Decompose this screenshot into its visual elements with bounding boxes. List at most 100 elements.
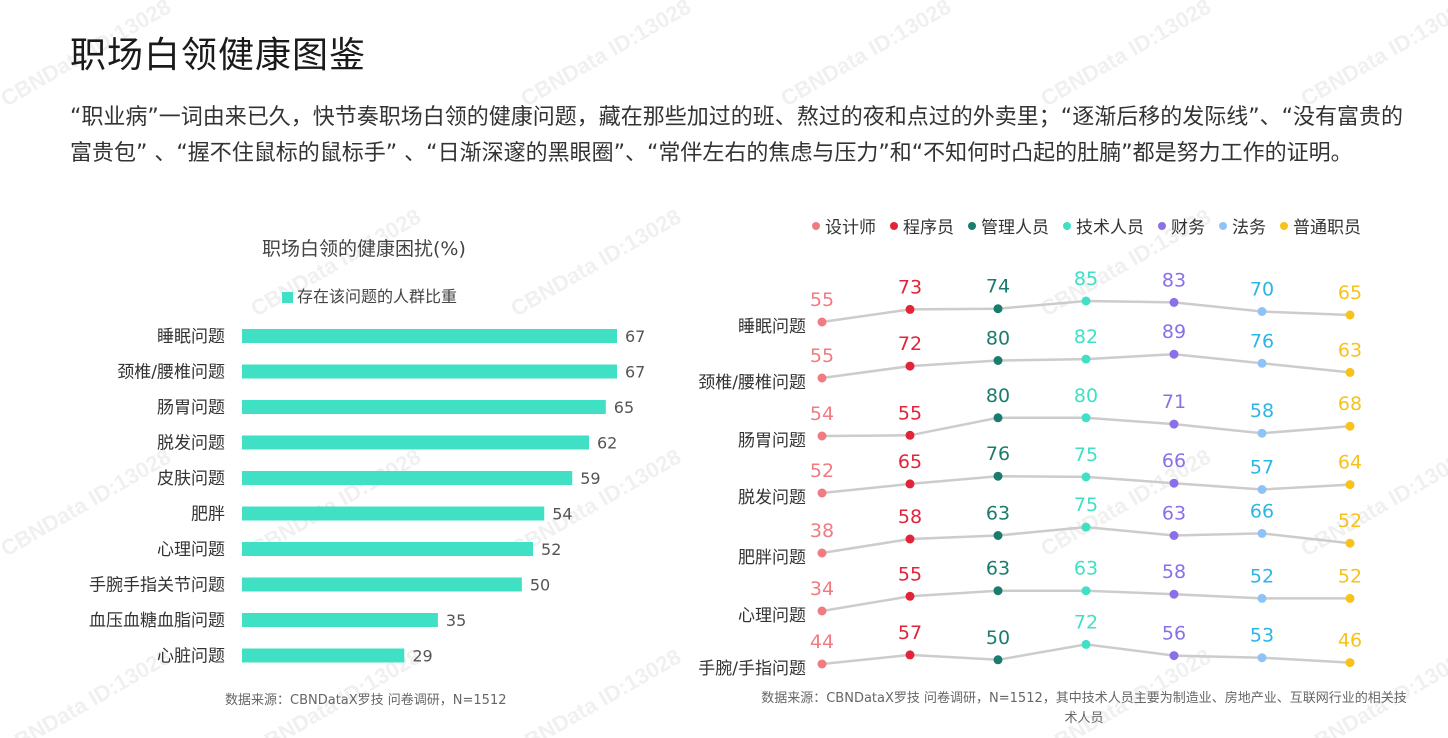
point-value-label: 65 bbox=[1338, 282, 1362, 304]
bar bbox=[242, 400, 606, 414]
data-point bbox=[1345, 310, 1355, 320]
data-point bbox=[1257, 358, 1267, 368]
point-value-label: 63 bbox=[986, 558, 1010, 580]
data-point bbox=[1169, 349, 1179, 359]
data-point bbox=[993, 304, 1003, 314]
page-title: 职场白领健康图鉴 bbox=[70, 35, 367, 76]
bar-chart-title: 职场白领的健康困扰(%) bbox=[262, 238, 466, 260]
point-value-label: 44 bbox=[810, 631, 834, 653]
data-point bbox=[905, 650, 915, 660]
legend-dot bbox=[1063, 221, 1071, 230]
row-category-label: 手腕/手指问题 bbox=[698, 659, 806, 679]
point-value-label: 63 bbox=[986, 503, 1010, 525]
bar-value-label: 29 bbox=[412, 647, 432, 666]
legend-label: 管理人员 bbox=[981, 218, 1049, 238]
legend-label: 普通职员 bbox=[1293, 218, 1361, 238]
data-point bbox=[1081, 354, 1091, 364]
data-point bbox=[1081, 296, 1091, 306]
legend-swatch bbox=[282, 292, 293, 303]
bar-category-label: 心脏问题 bbox=[157, 647, 225, 667]
point-value-label: 76 bbox=[1250, 330, 1274, 352]
bar bbox=[242, 364, 617, 379]
legend-dot bbox=[1219, 221, 1227, 230]
row-category-label: 脱发问题 bbox=[738, 488, 806, 508]
point-value-label: 71 bbox=[1162, 391, 1186, 413]
point-value-label: 38 bbox=[810, 520, 834, 542]
point-value-label: 80 bbox=[986, 328, 1010, 350]
data-point bbox=[1169, 419, 1179, 429]
bar bbox=[242, 435, 590, 450]
point-value-label: 75 bbox=[1074, 444, 1098, 466]
row-category-label: 心理问题 bbox=[738, 606, 806, 626]
data-point bbox=[817, 317, 827, 327]
bar-value-label: 59 bbox=[580, 469, 600, 488]
bar bbox=[242, 506, 545, 521]
point-value-label: 74 bbox=[986, 276, 1010, 298]
legend-item: 管理人员 bbox=[968, 213, 1049, 238]
data-point bbox=[817, 488, 827, 498]
data-point bbox=[817, 548, 827, 558]
bar-category-label: 皮肤问题 bbox=[157, 469, 225, 489]
point-value-label: 63 bbox=[1074, 558, 1098, 580]
bar-legend-label: 存在该问题的人群比重 bbox=[297, 287, 458, 306]
data-point bbox=[817, 606, 827, 616]
point-value-label: 70 bbox=[1250, 279, 1274, 301]
legend-item: 普通职员 bbox=[1280, 213, 1361, 238]
legend-dot bbox=[1158, 221, 1166, 230]
data-point bbox=[1257, 485, 1267, 494]
legend-label: 法务 bbox=[1232, 218, 1266, 238]
data-point bbox=[1081, 639, 1091, 649]
data-point bbox=[1345, 480, 1355, 490]
bar-category-label: 睡眠问题 bbox=[157, 327, 225, 347]
point-value-label: 52 bbox=[810, 460, 834, 482]
bar-chart-legend: 存在该问题的人群比重 bbox=[282, 283, 457, 307]
source-note-right: 数据来源：CBNDataX罗技 问卷调研，N=1512，其中技术人员主要为制造业… bbox=[761, 691, 1407, 726]
bar-category-label: 心理问题 bbox=[157, 540, 225, 560]
data-point bbox=[817, 373, 827, 383]
bar-value-label: 65 bbox=[614, 398, 634, 417]
point-value-label: 76 bbox=[986, 443, 1010, 465]
data-point bbox=[1345, 367, 1355, 377]
legend-item: 技术人员 bbox=[1063, 213, 1144, 238]
intro-paragraph: “职业病”一词由来已久，快节奏职场白领的健康问题，藏在那些加过的班、熬过的夜和点… bbox=[70, 105, 1403, 166]
data-point bbox=[1081, 586, 1091, 596]
data-point bbox=[1169, 651, 1179, 661]
data-point bbox=[905, 430, 915, 440]
point-value-label: 58 bbox=[1162, 561, 1186, 583]
bar-value-label: 50 bbox=[530, 576, 550, 595]
point-value-label: 64 bbox=[1338, 452, 1362, 474]
point-value-label: 89 bbox=[1162, 321, 1186, 343]
data-point bbox=[1345, 658, 1355, 668]
bar-category-label: 肥胖 bbox=[191, 505, 225, 525]
data-point bbox=[905, 534, 915, 544]
bar-category-label: 脱发问题 bbox=[157, 434, 225, 454]
point-value-label: 72 bbox=[1074, 611, 1098, 633]
point-value-label: 80 bbox=[986, 385, 1010, 407]
bar bbox=[242, 329, 617, 343]
bar-value-label: 54 bbox=[552, 505, 572, 524]
bar-category-label: 手腕手指关节问题 bbox=[89, 576, 225, 596]
point-value-label: 63 bbox=[1162, 503, 1186, 525]
bar-value-label: 67 bbox=[625, 363, 645, 382]
data-point bbox=[993, 531, 1003, 540]
data-point bbox=[1257, 593, 1267, 603]
bar bbox=[242, 471, 573, 485]
data-point bbox=[1081, 472, 1091, 482]
data-point bbox=[1169, 589, 1179, 599]
point-value-label: 56 bbox=[1162, 623, 1186, 645]
legend-item: 法务 bbox=[1219, 213, 1266, 238]
point-value-label: 65 bbox=[898, 451, 922, 473]
point-value-label: 73 bbox=[898, 276, 922, 298]
bar bbox=[242, 542, 534, 556]
point-value-label: 52 bbox=[1250, 565, 1274, 587]
data-point bbox=[993, 413, 1003, 423]
point-value-label: 52 bbox=[1338, 510, 1362, 532]
bar-value-label: 62 bbox=[597, 434, 617, 453]
data-point bbox=[1345, 593, 1355, 603]
point-value-label: 55 bbox=[898, 563, 922, 585]
bar bbox=[242, 577, 522, 592]
bar bbox=[242, 648, 405, 663]
legend-dot bbox=[1280, 221, 1288, 230]
legend-label: 技术人员 bbox=[1076, 218, 1144, 238]
